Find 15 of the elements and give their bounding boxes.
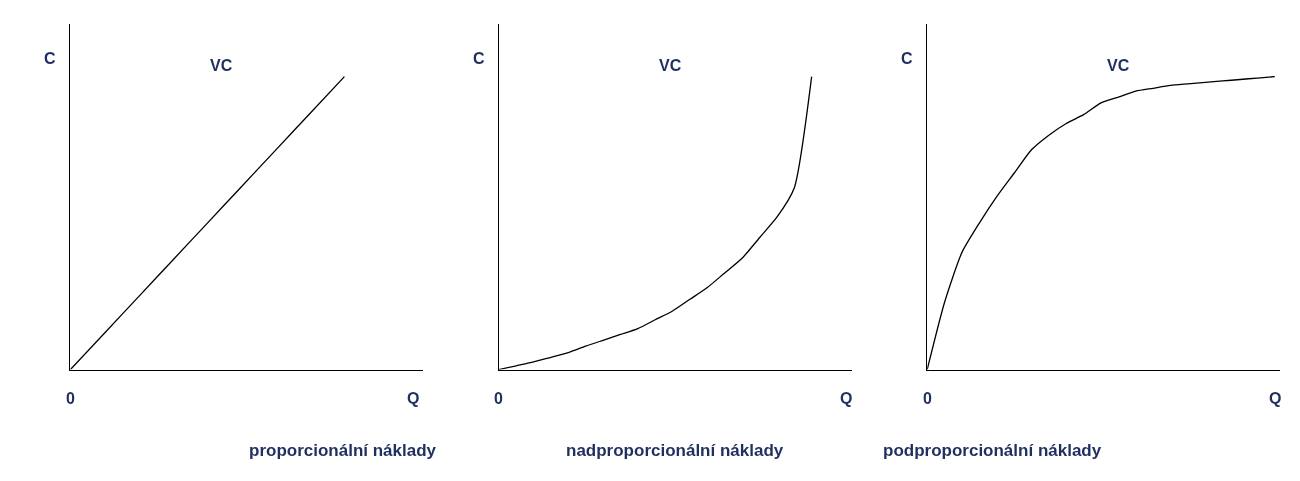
text: VC [210, 57, 233, 74]
text: 0 [494, 390, 503, 407]
text: 0 [66, 390, 75, 407]
text: proporcionální náklady [249, 441, 437, 460]
text: 0 [923, 390, 932, 407]
series-label: VC [1107, 57, 1130, 74]
text: nadproporcionální náklady [566, 441, 784, 460]
text: VC [659, 57, 682, 74]
text: podproporcionální náklady [883, 441, 1102, 460]
y-axis-title: C [44, 50, 56, 67]
x-axis-title: Q [840, 390, 853, 407]
y-axis-title: C [901, 50, 913, 67]
y-axis-title: C [473, 50, 485, 67]
x-axis-title: Q [1269, 390, 1282, 407]
x-axis-title: Q [407, 390, 420, 407]
